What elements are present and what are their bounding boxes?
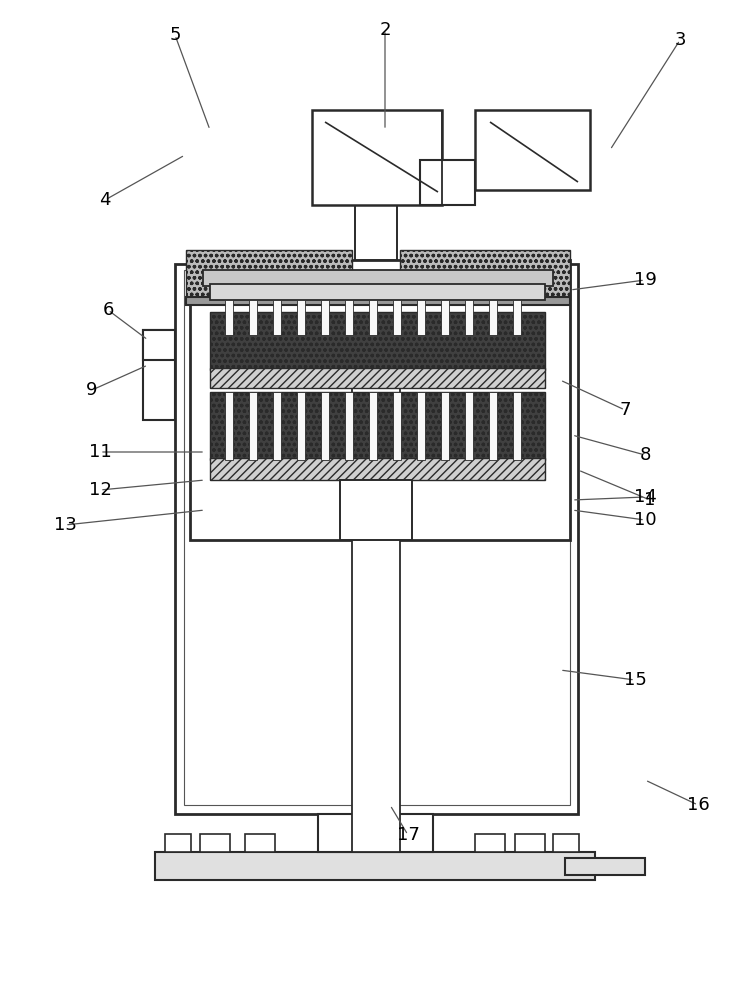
Bar (175, 264, 578, 814)
Bar (186, 297, 570, 305)
Text: 8: 8 (639, 446, 651, 464)
Text: 5: 5 (170, 26, 181, 44)
Bar (513, 300, 521, 335)
Bar (210, 312, 545, 370)
Bar (513, 392, 521, 460)
Text: 19: 19 (634, 271, 656, 289)
Bar (417, 300, 425, 335)
Bar (345, 300, 353, 335)
Bar (400, 250, 570, 300)
Text: 14: 14 (634, 488, 656, 506)
Bar (184, 270, 570, 805)
Text: 2: 2 (380, 21, 391, 39)
Bar (297, 392, 305, 460)
Text: 15: 15 (623, 671, 646, 689)
Bar (393, 392, 401, 460)
Bar (249, 300, 257, 335)
Bar (489, 392, 497, 460)
Text: 6: 6 (102, 301, 114, 319)
Bar (393, 300, 401, 335)
Bar (210, 284, 545, 300)
Bar (297, 300, 305, 335)
Bar (355, 205, 397, 260)
Bar (200, 834, 230, 852)
Text: 9: 9 (86, 381, 98, 399)
Bar (203, 270, 553, 286)
Bar (186, 250, 352, 300)
Bar (318, 814, 433, 852)
Text: 12: 12 (88, 481, 112, 499)
Bar (225, 392, 233, 460)
Bar (441, 300, 449, 335)
Bar (515, 834, 545, 852)
Bar (465, 300, 473, 335)
Bar (369, 392, 377, 460)
Bar (143, 330, 175, 360)
Text: 11: 11 (88, 443, 111, 461)
Bar (352, 282, 400, 852)
Bar (345, 392, 353, 460)
Bar (475, 110, 590, 190)
Bar (321, 300, 329, 335)
Bar (369, 300, 377, 335)
Text: 7: 7 (620, 401, 631, 419)
Bar (210, 368, 545, 388)
Bar (553, 834, 579, 852)
Bar (273, 300, 281, 335)
Bar (210, 392, 545, 460)
Bar (165, 834, 191, 852)
Bar (417, 392, 425, 460)
Text: 10: 10 (634, 511, 656, 529)
Text: 13: 13 (53, 516, 76, 534)
Bar (312, 110, 442, 205)
Bar (245, 834, 275, 852)
Bar (420, 160, 475, 205)
Bar (321, 392, 329, 460)
Bar (190, 260, 570, 540)
Text: 4: 4 (99, 191, 111, 209)
Bar (273, 392, 281, 460)
Bar (210, 458, 545, 480)
Bar (489, 300, 497, 335)
Bar (565, 858, 645, 875)
Bar (475, 834, 505, 852)
Text: 16: 16 (687, 796, 709, 814)
Bar (155, 852, 595, 880)
Bar (465, 392, 473, 460)
Text: 17: 17 (397, 826, 419, 844)
Bar (249, 392, 257, 460)
Bar (225, 300, 233, 335)
Bar (340, 480, 412, 540)
Text: 1: 1 (644, 491, 656, 509)
Text: 3: 3 (674, 31, 686, 49)
Bar (441, 392, 449, 460)
Bar (143, 330, 175, 420)
